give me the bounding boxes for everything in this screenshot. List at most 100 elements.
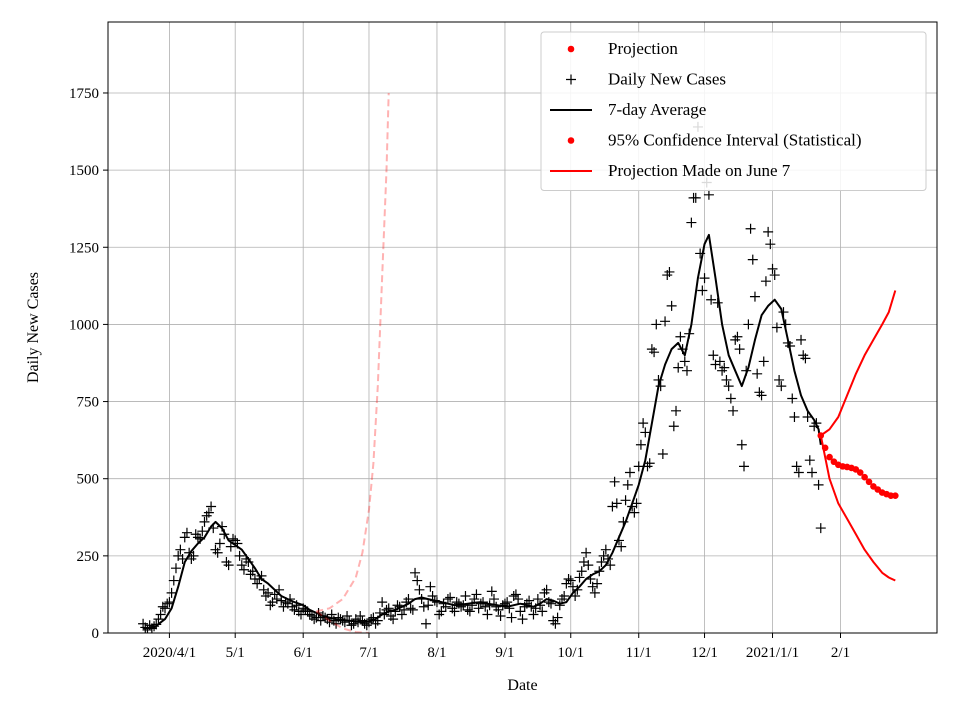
grid — [108, 22, 937, 634]
daily-new-cases-point — [421, 618, 432, 629]
daily-new-cases-point — [616, 541, 627, 552]
daily-new-cases-point — [464, 606, 475, 617]
daily-new-cases-point — [589, 587, 600, 598]
daily-new-cases-point — [651, 319, 662, 330]
daily-new-cases-point — [188, 550, 199, 561]
daily-new-cases-point — [517, 614, 528, 625]
daily-new-cases-point — [609, 476, 620, 487]
legend: Projection Daily New Cases 7-day Average 95… — [540, 31, 927, 191]
daily-new-cases-point — [199, 516, 210, 527]
daily-new-cases-point — [699, 273, 710, 284]
daily-new-cases-point — [155, 609, 166, 620]
daily-new-cases-point — [583, 560, 594, 571]
daily-new-cases-point — [309, 614, 320, 625]
daily-new-cases-point — [388, 614, 399, 625]
daily-new-cases-point — [806, 467, 817, 478]
daily-new-cases-point — [537, 606, 548, 617]
daily-new-cases-point — [214, 538, 225, 549]
daily-new-cases-point — [436, 606, 447, 617]
daily-new-cases-point — [743, 319, 754, 330]
daily-new-cases-point — [403, 594, 414, 605]
axes-frame — [107, 21, 938, 634]
daily-new-cases-point — [425, 581, 436, 592]
daily-new-cases-point — [771, 322, 782, 333]
daily-new-cases-point — [660, 316, 671, 327]
daily-new-cases-point — [510, 589, 521, 600]
daily-new-cases-point — [263, 587, 274, 598]
daily-new-cases-point — [723, 381, 734, 392]
daily-new-cases-point — [160, 603, 171, 614]
projection-made-on-june-7-line — [316, 92, 390, 613]
daily-new-cases-point — [170, 563, 181, 574]
daily-new-cases-point — [412, 575, 423, 586]
y-tick-label: 500 — [77, 472, 100, 488]
daily-new-cases-point — [666, 300, 677, 311]
daily-new-cases-point — [697, 285, 708, 296]
daily-new-cases-point — [763, 226, 774, 237]
projection-point — [892, 492, 899, 499]
legend-marker-plus — [566, 74, 576, 85]
daily-new-cases-point — [162, 598, 173, 609]
daily-new-cases-point — [813, 479, 824, 490]
legend-label: 7-day Average — [608, 100, 706, 119]
y-tick-label: 250 — [77, 549, 100, 565]
daily-new-cases-point — [462, 604, 473, 615]
daily-new-cases-point — [346, 620, 357, 631]
daily-new-cases-point — [197, 526, 208, 537]
daily-new-cases-point — [236, 560, 247, 571]
daily-new-cases-point — [331, 618, 342, 629]
daily-new-cases-point — [815, 523, 826, 534]
daily-new-cases-point — [769, 270, 780, 281]
projection-point — [856, 469, 864, 476]
daily-new-cases-point — [504, 603, 515, 614]
daily-new-cases-point — [611, 498, 622, 509]
daily-new-cases-point — [252, 578, 263, 589]
daily-new-cases-point — [789, 411, 800, 422]
daily-new-cases-point — [622, 479, 633, 490]
daily-new-cases-point — [203, 507, 214, 518]
daily-new-cases-point — [736, 439, 747, 450]
daily-new-cases-point — [342, 611, 353, 622]
x-tick-label: 7/1 — [359, 645, 378, 661]
daily-new-cases-point — [719, 362, 730, 373]
daily-new-cases-point — [528, 609, 539, 620]
daily-new-cases-point — [442, 594, 453, 605]
daily-new-cases-point — [581, 547, 592, 558]
y-axis-label: Daily New Cases — [25, 272, 42, 383]
daily-new-cases-point — [703, 189, 714, 200]
daily-new-cases-point — [418, 601, 429, 612]
daily-new-cases-point — [624, 467, 635, 478]
x-axis-label: Date — [507, 677, 537, 694]
x-tick-label: 6/1 — [294, 645, 313, 661]
daily-new-cases-point — [725, 393, 736, 404]
daily-new-cases-point — [276, 595, 287, 606]
daily-new-cases-point — [760, 276, 771, 287]
x-tick-label: 10/1 — [557, 645, 584, 661]
daily-new-cases-point — [793, 467, 804, 478]
daily-new-cases-point — [574, 572, 585, 583]
daily-new-cases-point — [495, 611, 506, 622]
daily-new-cases-point — [192, 532, 203, 543]
daily-new-cases-point — [686, 217, 697, 228]
daily-new-cases-point — [225, 541, 236, 552]
daily-new-cases-point — [640, 427, 651, 438]
daily-new-cases-point — [681, 365, 692, 376]
7-day-average-line — [143, 233, 822, 630]
daily-new-cases-point — [655, 381, 666, 392]
daily-new-cases-point — [234, 550, 245, 561]
projection-point — [865, 478, 873, 486]
daily-new-cases-point — [721, 374, 732, 385]
daily-new-cases-point — [739, 461, 750, 472]
daily-new-cases-point — [423, 600, 434, 611]
daily-new-cases-point — [493, 604, 504, 615]
x-tick-label: 8/1 — [427, 645, 446, 661]
daily-new-cases-point — [657, 449, 668, 460]
daily-new-cases-point — [635, 439, 646, 450]
x-tick-label: 5/1 — [226, 645, 245, 661]
daily-new-cases-point — [324, 617, 335, 628]
daily-new-cases-point — [179, 532, 190, 543]
daily-new-cases-point — [745, 223, 756, 234]
daily-new-cases-point — [734, 344, 745, 355]
daily-new-cases-point — [620, 495, 631, 506]
